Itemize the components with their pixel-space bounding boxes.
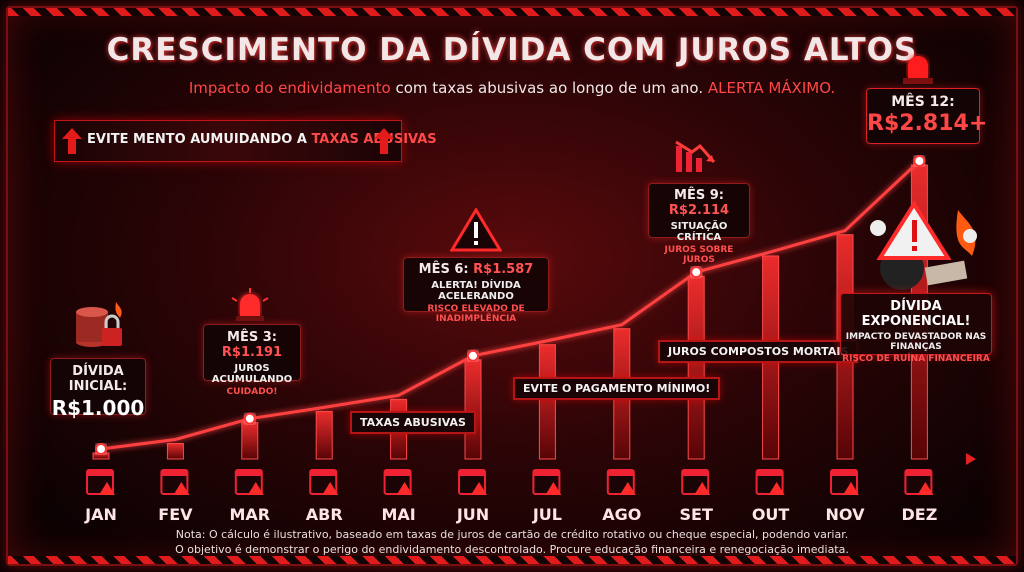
tag-taxas-abusivas: TAXAS ABUSIVAS <box>350 411 476 434</box>
calendar-skull-icon <box>904 469 934 495</box>
callout-month-6: MÊS 6: R$1.587 ALERTA! DÍVIDA ACELERANDO… <box>403 257 549 324</box>
point-dez <box>913 155 926 167</box>
hazard-stripe-bottom <box>8 556 1016 564</box>
month-label-set: SET <box>679 505 713 524</box>
calendar-warning-icon <box>234 469 264 495</box>
subtitle-highlight: Impacto do endividamento <box>188 79 391 97</box>
bar-abr <box>315 410 333 460</box>
bar-mar <box>241 422 259 460</box>
point-jun <box>467 349 479 362</box>
month-label-abr: ABR <box>305 505 343 524</box>
month-label-out: OUT <box>751 505 790 524</box>
month-label-jul: JUL <box>532 505 562 524</box>
month-label-nov: NOV <box>825 505 865 524</box>
calendar-skull-icon <box>830 469 859 495</box>
calendar-warning-icon <box>532 469 562 495</box>
hazard-stripe-top <box>8 8 1016 16</box>
month-label-mar: MAR <box>229 505 271 524</box>
point-set <box>690 266 703 279</box>
page-title: CRESCIMENTO DA DÍVIDA COM JUROS ALTOS <box>106 32 918 68</box>
subtitle: Impacto do endividamento com taxas abusi… <box>0 79 1024 97</box>
arrow-up-icon <box>374 128 394 154</box>
month-label-mai: MAI <box>381 505 416 524</box>
bomb-money-fire-icon <box>870 200 977 290</box>
siren-icon <box>231 288 269 321</box>
trend-line <box>100 159 921 451</box>
bar-fev <box>166 442 184 460</box>
month-label-ago: AGO <box>602 505 642 524</box>
calendar-warning-icon <box>755 469 785 495</box>
calendar-warning-icon <box>309 469 339 495</box>
calendar-warning-icon <box>86 469 115 495</box>
bar-jun <box>464 359 482 460</box>
calendar-warning-icon <box>160 469 190 495</box>
footnote: Nota: O cálculo é ilustrativo, baseado e… <box>175 528 849 556</box>
tag-juros-compostos: JUROS COMPOSTOS MORTAIS <box>658 340 859 363</box>
chart-down-icon <box>675 140 716 172</box>
tag-pagamento-minimo: EVITE O PAGAMENTO MÍNIMO! <box>513 377 721 400</box>
month-label-jan: JAN <box>85 505 117 524</box>
point-jan <box>95 443 107 455</box>
callout-initial: DÍVIDA INICIAL: R$1.000 <box>50 358 146 420</box>
calendar-warning-icon <box>383 469 413 495</box>
callout-month-9: MÊS 9: R$2.114 SITUAÇÃO CRÍTICA JUROS SO… <box>648 183 750 265</box>
calendar-warning-icon <box>606 469 636 495</box>
subtitle-text: com taxas abusivas ao longo de um ano. <box>390 79 708 97</box>
point-mar <box>243 412 256 425</box>
coins-lock-icon <box>76 302 122 347</box>
calendar-warning-icon <box>458 469 487 495</box>
siren-icon <box>903 56 933 84</box>
warning-icon <box>450 208 502 252</box>
callout-month-3: MÊS 3: R$1.191 JUROS ACUMULANDO CUIDADO! <box>203 324 301 397</box>
x-axis-arrow <box>966 453 976 465</box>
month-label-jun: JUN <box>456 505 490 524</box>
month-label-dez: DEZ <box>901 505 938 524</box>
warning-banner-text: EVITE MENTO AUMUIDANDO A TAXAS ABUSIVAS <box>87 132 437 147</box>
final-box: DÍVIDA EXPONENCIAL! IMPACTO DEVASTADOR N… <box>840 293 992 364</box>
callout-month-12: MÊS 12: R$2.814+ <box>866 88 987 144</box>
calendar-warning-icon <box>681 469 711 495</box>
bar-jul <box>538 344 556 460</box>
bar-set <box>687 275 705 460</box>
subtitle-alert: ALERTA MÁXIMO. <box>707 79 836 97</box>
arrow-up-icon <box>62 128 82 154</box>
month-label-fev: FEV <box>158 505 193 524</box>
warning-banner: EVITE MENTO AUMUIDANDO A TAXAS ABUSIVAS <box>54 120 437 162</box>
